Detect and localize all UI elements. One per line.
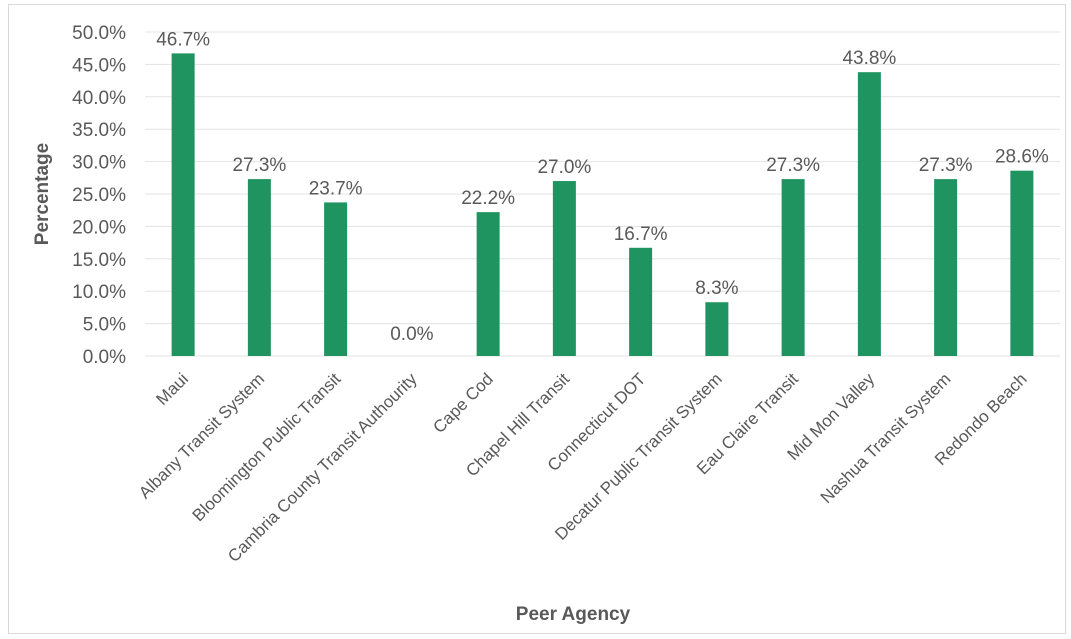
bars xyxy=(171,53,1034,357)
data-label: 27.3% xyxy=(766,155,820,176)
data-label: 27.3% xyxy=(232,155,286,176)
x-category-label: Nashua Transit System xyxy=(817,369,955,507)
gridlines xyxy=(145,31,1060,357)
y-tick-label: 10.0% xyxy=(72,282,126,303)
bar xyxy=(781,179,805,356)
y-tick-label: 35.0% xyxy=(72,120,126,141)
y-tick-label: 0.0% xyxy=(83,347,126,368)
x-category-label: Decatur Public Transit System xyxy=(551,369,725,543)
bar xyxy=(629,247,653,356)
y-tick-label: 15.0% xyxy=(72,250,126,271)
y-tick-label: 45.0% xyxy=(72,55,126,76)
x-category-label: Maui xyxy=(152,369,191,408)
bar xyxy=(476,212,500,356)
data-label: 0.0% xyxy=(390,324,433,345)
bar xyxy=(857,72,881,357)
bar xyxy=(324,202,348,356)
x-axis-title: Peer Agency xyxy=(516,604,631,625)
chart-frame xyxy=(8,4,1066,634)
x-category-label: Albany Transit System xyxy=(135,369,268,502)
data-label: 27.0% xyxy=(537,157,591,178)
bar xyxy=(552,181,576,356)
y-axis-title: Percentage xyxy=(32,143,53,245)
y-tick-label: 50.0% xyxy=(72,23,126,44)
data-label: 28.6% xyxy=(995,147,1049,168)
y-tick-label: 40.0% xyxy=(72,88,126,109)
data-labels: 46.7% 27.3% 23.7% 0.0% 22.2% 27.0% 16.7% 8.3% 27… xyxy=(156,29,1049,345)
data-label: 16.7% xyxy=(614,224,668,245)
y-tick-label: 25.0% xyxy=(72,185,126,206)
y-tick-label: 20.0% xyxy=(72,217,126,238)
bar xyxy=(934,179,958,356)
data-label: 43.8% xyxy=(842,48,896,69)
bar xyxy=(247,179,271,356)
bar xyxy=(171,53,195,356)
x-category-label: Bloomington Public Transit xyxy=(189,369,345,525)
data-label: 23.7% xyxy=(309,178,363,199)
bar xyxy=(705,302,729,356)
y-tick-label: 5.0% xyxy=(83,315,126,336)
data-label: 27.3% xyxy=(919,155,973,176)
y-tick-label: 30.0% xyxy=(72,153,126,174)
data-label: 22.2% xyxy=(461,188,515,209)
data-label: 8.3% xyxy=(695,278,738,299)
x-category-label: Cape Cod xyxy=(429,369,497,437)
y-axis-ticks: 0.0% 5.0% 10.0% 15.0% 20.0% 25.0% 30.0% 35.0% 40… xyxy=(72,23,126,368)
data-label: 46.7% xyxy=(156,29,210,50)
bar xyxy=(1010,170,1034,356)
